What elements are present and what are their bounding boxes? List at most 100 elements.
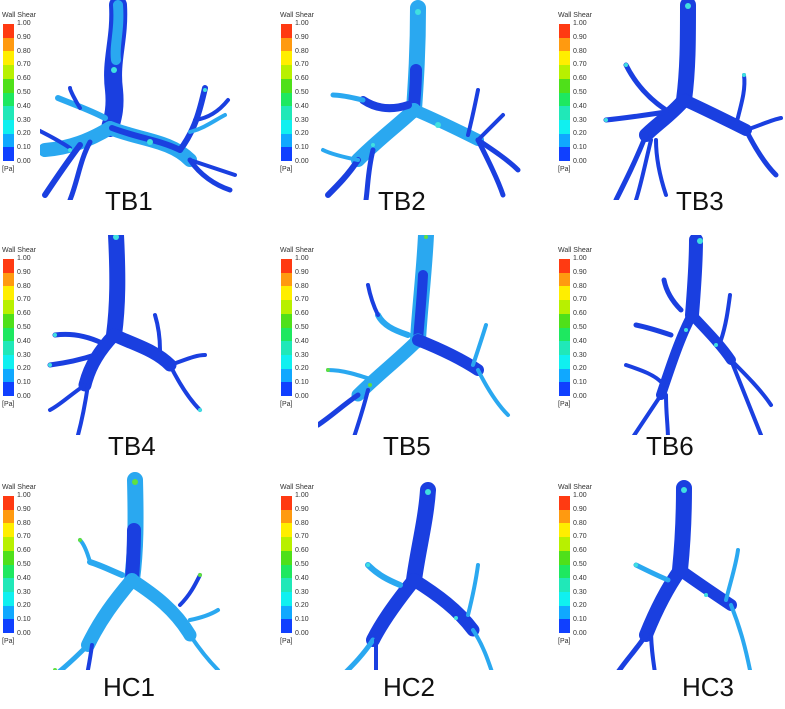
airway-tree-icon (603, 0, 783, 203)
colorbar-tick-label: 0.10 (17, 144, 31, 152)
colorbar-legend: Wall Shear 1.00 0.90 0.80 0.70 0.60 0.50 0.40 0… (2, 484, 52, 645)
colorbar-ticks: 1.00 0.90 0.80 0.70 0.60 0.50 0.40 0.30 0.20 0.10… (573, 492, 587, 637)
colorbar-band (281, 605, 292, 620)
colorbar-tick-label: 0.50 (295, 560, 309, 568)
colorbar-band (559, 564, 570, 579)
colorbar-ticks: 1.00 0.90 0.80 0.70 0.60 0.50 0.40 0.30 0.20 0.10… (295, 20, 309, 165)
colorbar-band (559, 341, 570, 355)
colorbar-tick-label: 0.70 (17, 296, 31, 304)
colorbar-tick-label: 0.20 (17, 130, 31, 138)
colorbar-tick-label: 0.40 (295, 337, 309, 345)
colorbar-band (3, 368, 14, 383)
colorbar-band (281, 259, 292, 273)
legend-unit: [Pa] (2, 401, 15, 408)
colorbar-band (281, 65, 292, 79)
colorbar-tick-label: 0.70 (573, 61, 587, 69)
colorbar-band (3, 327, 14, 342)
panel-hc1: Wall Shear 1.00 0.90 0.80 0.70 0.60 0.50 0.40 0… (0, 470, 262, 706)
colorbar-band (3, 564, 14, 579)
colorbar-tick-label: 0.00 (573, 392, 587, 400)
panel-label: TB1 (105, 186, 153, 216)
colorbar-band (3, 313, 14, 328)
colorbar-tick-label: 0.50 (573, 560, 587, 568)
colorbar-tick-label: 0.20 (573, 602, 587, 610)
colorbar-tick-label: 0.90 (17, 33, 31, 41)
colorbar-tick-label: 0.90 (295, 268, 309, 276)
colorbar-tick-label: 0.40 (573, 102, 587, 110)
colorbar-tick-label: 0.70 (295, 533, 309, 541)
colorbar-tick-label: 0.00 (295, 157, 309, 165)
airway-tree-icon (340, 482, 495, 682)
colorbar-tick-label: 0.30 (295, 588, 309, 596)
legend-title: Wall Shear (2, 12, 36, 19)
colorbar-tick-label: 0.20 (295, 130, 309, 138)
colorbar-tick-label: 0.30 (17, 351, 31, 359)
colorbar-tick-label: 0.20 (295, 365, 309, 373)
colorbar-tick-label: 0.10 (295, 379, 309, 387)
colorbar-tick-label: 0.90 (573, 33, 587, 41)
colorbar-band (3, 354, 14, 369)
airway-model-hc2 (318, 470, 540, 682)
colorbar-band (3, 119, 14, 134)
legend-unit: [Pa] (558, 638, 571, 645)
colorbar-legend: Wall Shear 1.00 0.90 0.80 0.70 0.60 0.50 0.40 0… (558, 484, 608, 645)
panel-label: TB6 (646, 431, 694, 461)
panel-tb3: Wall Shear 1.00 0.90 0.80 0.70 0.60 0.50 0.40 0… (556, 0, 785, 236)
airway-tree-icon (36, 0, 237, 203)
airway-tree-icon (624, 233, 773, 442)
colorbar-band (559, 51, 570, 66)
colorbar-tick-label: 0.00 (17, 629, 31, 637)
colorbar-band (281, 147, 292, 162)
colorbar-band (3, 578, 14, 592)
colorbar-legend: Wall Shear 1.00 0.90 0.80 0.70 0.60 0.50 0.40 0… (2, 247, 52, 408)
colorbar (3, 259, 14, 397)
colorbar-band (559, 354, 570, 369)
panel-hc2: Wall Shear 1.00 0.90 0.80 0.70 0.60 0.50 0.40 0… (278, 470, 540, 706)
colorbar (3, 24, 14, 162)
colorbar-band (3, 509, 14, 524)
colorbar-band (281, 78, 292, 93)
colorbar (559, 259, 570, 397)
colorbar-band (559, 619, 570, 634)
colorbar-tick-label: 0.60 (17, 310, 31, 318)
colorbar-legend: Wall Shear 1.00 0.90 0.80 0.70 0.60 0.50 0.40 0… (2, 12, 52, 173)
colorbar-band (281, 133, 292, 148)
colorbar-band (281, 564, 292, 579)
colorbar-band (3, 382, 14, 397)
colorbar-tick-label: 0.70 (17, 533, 31, 541)
colorbar-tick-label: 0.30 (573, 588, 587, 596)
colorbar-tick-label: 0.30 (573, 116, 587, 124)
colorbar-band (3, 24, 14, 38)
colorbar-tick-label: 0.40 (17, 574, 31, 582)
legend-title: Wall Shear (2, 247, 36, 254)
colorbar-band (281, 106, 292, 120)
airway-tree-icon (47, 227, 207, 437)
colorbar-tick-label: 1.00 (295, 492, 309, 499)
legend-title: Wall Shear (558, 484, 592, 491)
airway-model-tb4 (40, 227, 262, 437)
colorbar-band (281, 523, 292, 538)
colorbar-tick-label: 0.20 (17, 602, 31, 610)
legend-unit: [Pa] (280, 638, 293, 645)
airway-tree-icon (315, 227, 510, 442)
colorbar-band (281, 313, 292, 328)
airway-tree-icon (321, 0, 521, 203)
colorbar-ticks: 1.00 0.90 0.80 0.70 0.60 0.50 0.40 0.30 0.20 0.10… (17, 492, 31, 637)
colorbar-tick-label: 0.60 (295, 75, 309, 83)
colorbar-band (281, 591, 292, 606)
colorbar-tick-label: 0.40 (17, 337, 31, 345)
colorbar-ticks: 1.00 0.90 0.80 0.70 0.60 0.50 0.40 0.30 0.20 0.10… (573, 255, 587, 400)
colorbar-tick-label: 0.70 (573, 296, 587, 304)
colorbar-tick-label: 1.00 (573, 255, 587, 262)
legend-unit: [Pa] (280, 166, 293, 173)
airway-model-tb2 (318, 0, 540, 203)
colorbar-band (3, 300, 14, 314)
colorbar-band (559, 286, 570, 301)
colorbar-band (559, 106, 570, 120)
colorbar-tick-label: 0.80 (17, 282, 31, 290)
colorbar-band (559, 313, 570, 328)
colorbar (281, 259, 292, 397)
colorbar-tick-label: 0.90 (295, 505, 309, 513)
colorbar-band (281, 509, 292, 524)
legend-title: Wall Shear (2, 484, 36, 491)
